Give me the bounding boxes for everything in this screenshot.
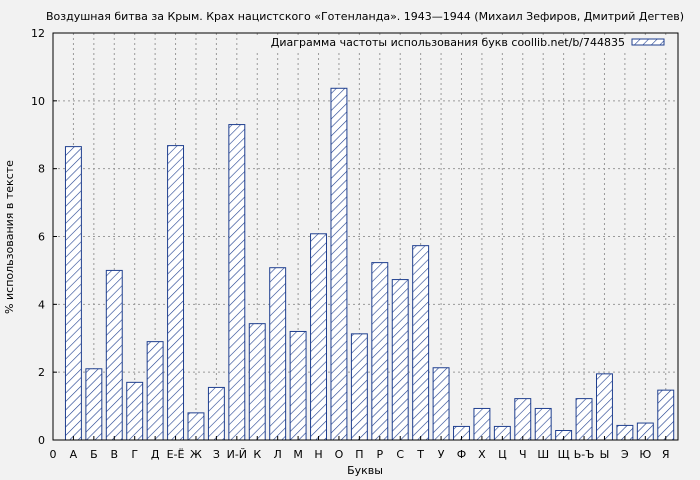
x-tick-label: Х bbox=[478, 448, 486, 461]
y-tick-label: 0 bbox=[38, 434, 45, 447]
x-tick-label: Ф bbox=[457, 448, 466, 461]
x-tick-label: Ы bbox=[600, 448, 610, 461]
x-tick-label: Р bbox=[376, 448, 383, 461]
bars bbox=[64, 87, 675, 441]
bar-Л bbox=[269, 267, 287, 441]
bar-О bbox=[330, 87, 348, 441]
bar-С bbox=[391, 279, 409, 441]
x-tick-label: Ш bbox=[537, 448, 549, 461]
x-tick-label: Н bbox=[314, 448, 322, 461]
x-tick-label: Щ bbox=[558, 448, 570, 461]
x-tick-label: З bbox=[213, 448, 220, 461]
legend-swatch bbox=[631, 38, 665, 46]
bar-З bbox=[207, 386, 225, 441]
x-tick-label: Ь-Ъ bbox=[574, 448, 595, 461]
legend-label: Диаграмма частоты использования букв coo… bbox=[271, 36, 625, 49]
bar-Д bbox=[146, 341, 164, 441]
x-tick-label: В bbox=[111, 448, 119, 461]
bar-И-Й bbox=[228, 124, 246, 441]
legend: Диаграмма частоты использования букв coo… bbox=[240, 36, 674, 50]
bar-Ы bbox=[596, 373, 613, 441]
x-axis-label: Буквы bbox=[347, 464, 383, 477]
y-tick-label: 12 bbox=[31, 27, 45, 40]
y-tick-label: 2 bbox=[38, 366, 45, 379]
x-tick-label: У bbox=[438, 448, 445, 461]
y-tick-label: 8 bbox=[38, 163, 45, 176]
bar-В bbox=[105, 269, 123, 441]
bar-М bbox=[289, 330, 307, 441]
bar-Ш bbox=[534, 407, 552, 441]
chart-title: Воздушная битва за Крым. Крах нацистског… bbox=[46, 10, 684, 23]
y-tick-label: 4 bbox=[38, 298, 45, 311]
bar-Р bbox=[371, 262, 389, 441]
x-tick-label: 0 bbox=[50, 448, 57, 461]
x-tick-label: Е-Ё bbox=[167, 448, 185, 461]
x-tick-label: Ж bbox=[190, 448, 202, 461]
legend-background bbox=[240, 36, 674, 50]
bar-Н bbox=[310, 233, 327, 441]
x-axis: 0 А Б В Г Д Е-Ё Ж З И-Й К Л М Н О П Р С Т У Ф Х Ц Ч Ш Щ Ь-Ъ Ы Э Ю Я bbox=[50, 436, 670, 461]
bar-Ч bbox=[514, 398, 532, 441]
y-axis-label: % использования в тексте bbox=[3, 160, 16, 314]
bar-П bbox=[350, 333, 368, 441]
x-tick-label: А bbox=[70, 448, 78, 461]
bar-У bbox=[432, 367, 450, 441]
bar-Г bbox=[126, 381, 144, 441]
x-tick-label: Ч bbox=[519, 448, 527, 461]
x-tick-label: О bbox=[335, 448, 344, 461]
x-tick-label: Ц bbox=[498, 448, 507, 461]
bar-Т bbox=[412, 245, 430, 441]
x-tick-label: Т bbox=[416, 448, 424, 461]
x-tick-label: Л bbox=[274, 448, 282, 461]
grid bbox=[53, 33, 678, 440]
x-tick-label: Ю bbox=[639, 448, 651, 461]
x-tick-label: Я bbox=[662, 448, 670, 461]
bar-Х bbox=[473, 407, 491, 441]
x-tick-label: И-Й bbox=[227, 448, 247, 461]
bar-К bbox=[248, 323, 266, 441]
x-tick-label: К bbox=[253, 448, 261, 461]
bar-А bbox=[64, 146, 82, 441]
x-tick-label: Д bbox=[151, 448, 160, 461]
bar-Ж bbox=[187, 412, 205, 441]
bar-Ь-Ъ bbox=[575, 398, 593, 441]
bar-Е-Ё bbox=[167, 145, 185, 441]
x-tick-label: Э bbox=[621, 448, 629, 461]
x-tick-label: Б bbox=[90, 448, 98, 461]
y-axis: 0 2 4 6 8 10 12 bbox=[31, 27, 57, 447]
x-tick-label: С bbox=[396, 448, 404, 461]
y-tick-label: 10 bbox=[31, 95, 45, 108]
x-tick-label: М bbox=[293, 448, 303, 461]
y-tick-label: 6 bbox=[38, 231, 45, 244]
bar-Б bbox=[85, 368, 103, 441]
x-tick-label: Г bbox=[131, 448, 138, 461]
x-tick-label: П bbox=[355, 448, 363, 461]
bar-Я bbox=[657, 389, 675, 441]
